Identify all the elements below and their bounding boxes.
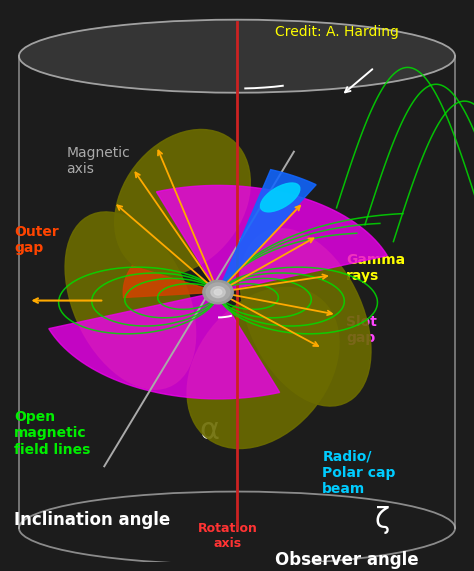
Text: Outer
gap: Outer gap <box>14 225 59 255</box>
Polygon shape <box>123 266 214 297</box>
Text: Inclination angle: Inclination angle <box>14 511 171 529</box>
Polygon shape <box>156 186 387 291</box>
Text: Rotation
axis: Rotation axis <box>198 522 257 550</box>
Ellipse shape <box>260 183 300 212</box>
Ellipse shape <box>187 287 339 449</box>
Text: Observer angle: Observer angle <box>275 550 419 569</box>
Ellipse shape <box>65 212 196 389</box>
Text: Magnetic
axis: Magnetic axis <box>66 146 130 176</box>
Polygon shape <box>49 293 280 399</box>
Ellipse shape <box>19 19 455 93</box>
Ellipse shape <box>115 130 250 275</box>
Ellipse shape <box>240 229 371 406</box>
Text: α: α <box>199 416 219 445</box>
Text: Radio/
Polar cap
beam: Radio/ Polar cap beam <box>322 449 396 496</box>
Text: Credit: A. Harding: Credit: A. Harding <box>275 25 399 39</box>
Polygon shape <box>218 170 316 292</box>
Ellipse shape <box>203 280 233 304</box>
Ellipse shape <box>214 289 222 295</box>
Text: Slot
gap: Slot gap <box>346 315 377 345</box>
Text: Open
magnetic
field lines: Open magnetic field lines <box>14 410 91 456</box>
Ellipse shape <box>206 283 230 301</box>
Ellipse shape <box>211 287 225 297</box>
Text: Gamma
rays: Gamma rays <box>346 253 405 283</box>
Text: ζ: ζ <box>374 505 390 534</box>
